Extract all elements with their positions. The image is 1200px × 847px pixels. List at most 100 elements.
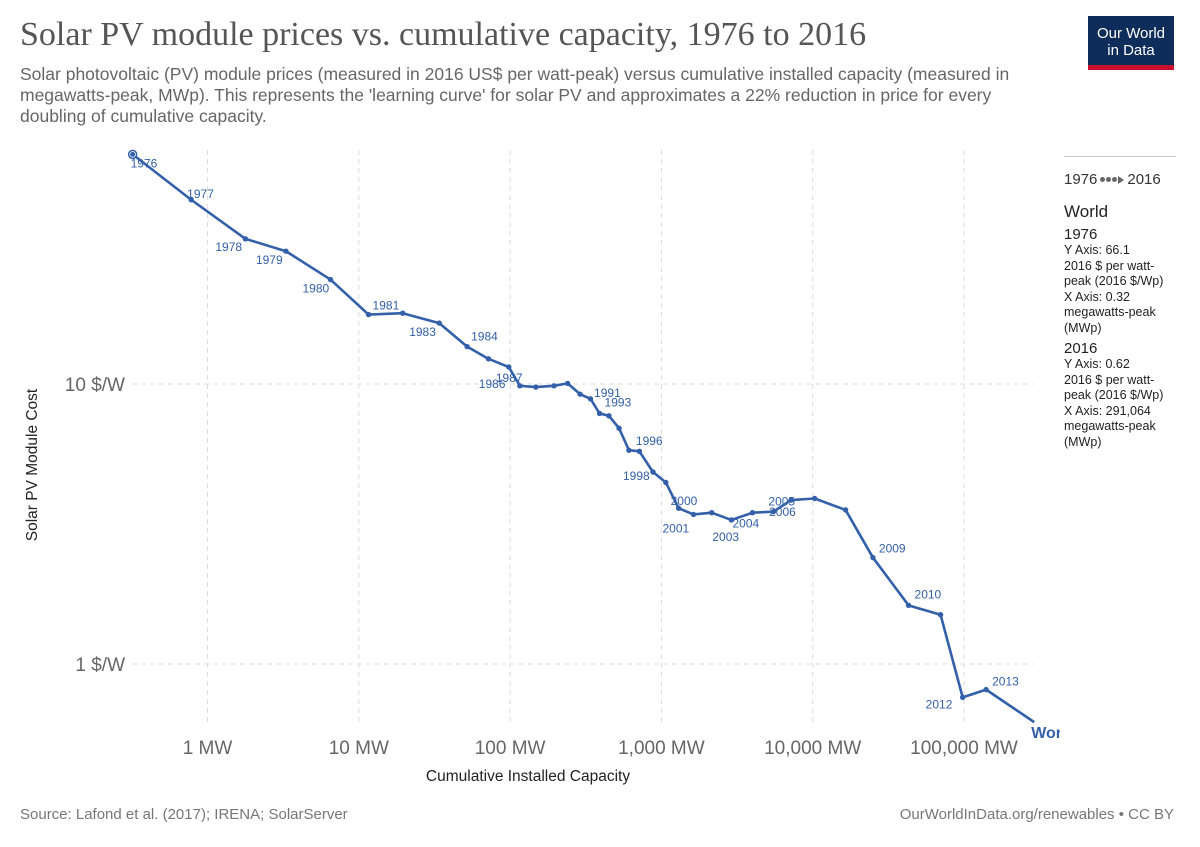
data-point-1995 — [616, 425, 622, 431]
point-label-1987: 1987 — [496, 371, 523, 385]
data-point-1979 — [283, 248, 289, 254]
point-label-1983: 1983 — [409, 325, 436, 339]
logo-line-1: Our World — [1096, 25, 1166, 42]
chart-subtitle: Solar photovoltaic (PV) module prices (m… — [20, 64, 1010, 126]
data-point-2000 — [675, 505, 682, 511]
point-label-1976: 1976 — [131, 156, 158, 170]
data-point-1993 — [596, 410, 603, 417]
data-point-1985 — [485, 356, 492, 362]
point-label-1977: 1977 — [187, 187, 214, 201]
legend-divider — [1064, 156, 1176, 157]
data-point-1996 — [626, 447, 632, 453]
data-point-1998 — [650, 469, 656, 475]
legend-panel: 1976 2016 World 1976 Y Axis: 66.1 2016 $… — [1064, 156, 1176, 450]
data-point-2004 — [749, 510, 756, 516]
data-point-1992 — [587, 396, 594, 402]
point-label-1998: 1998 — [623, 469, 650, 483]
point-label-2001: 2001 — [663, 521, 690, 535]
data-point-1977 — [188, 197, 194, 203]
data-point-1990 — [564, 380, 571, 387]
x-tick-label: 10,000 MW — [764, 738, 861, 759]
y-axis-label: Solar PV Module Cost — [24, 388, 41, 541]
point-label-1991: 1991 — [594, 386, 621, 400]
end-y-value: Y Axis: 0.62 — [1064, 357, 1130, 371]
range-arrow-icon — [1100, 175, 1125, 184]
point-label-1979: 1979 — [256, 253, 283, 267]
data-point-1987 — [517, 383, 523, 389]
x-axis-label: Cumulative Installed Capacity — [426, 768, 630, 785]
point-label-2005: 2005 — [768, 495, 795, 509]
data-point-2006 — [788, 497, 794, 503]
point-label-1980: 1980 — [302, 282, 329, 296]
data-point-1997 — [636, 448, 643, 454]
tick-layer: 1 MW 10 MW 100 MW 1,000 MW 10,000 MW 100,000 … — [65, 375, 1018, 759]
point-label-2010: 2010 — [915, 587, 942, 601]
data-point-1981 — [365, 311, 372, 318]
chart-title: Solar PV module prices vs. cumulative ca… — [20, 16, 867, 53]
data-point-1976 — [130, 151, 136, 157]
start-x-value: X Axis: 0.32 — [1064, 289, 1131, 304]
x-tick-label: 10 MW — [329, 738, 389, 759]
timeline-range[interactable]: 1976 2016 — [1064, 171, 1176, 188]
end-y-unit: 2016 $ per watt-peak (2016 $/Wp) — [1064, 372, 1164, 403]
end-x-value: X Axis: 291,064 — [1064, 403, 1151, 418]
y-tick-label: 10 $/W — [65, 375, 125, 396]
series-end-label: World — [1031, 725, 1060, 742]
credit-link[interactable]: OurWorldInData.org/renewables • CC BY — [899, 806, 1174, 823]
data-point-1982 — [399, 310, 406, 316]
data-point-1980 — [327, 276, 334, 283]
point-label-2009: 2009 — [879, 542, 906, 556]
point-label-2006: 2006 — [769, 505, 796, 519]
start-year: 1976 — [1064, 226, 1098, 243]
data-point-1978 — [242, 236, 249, 242]
point-label-2004: 2004 — [732, 517, 759, 531]
point-label-1978: 1978 — [215, 240, 242, 254]
data-point-2013 — [983, 686, 989, 693]
x-tick-label: 1 MW — [183, 738, 233, 759]
point-label-1996: 1996 — [636, 434, 663, 448]
data-point-1991 — [577, 391, 583, 397]
point-label-2012: 2012 — [926, 697, 953, 711]
chart-plot: 1 MW 10 MW 100 MW 1,000 MW 10,000 MW 100,000 … — [24, 149, 1060, 785]
data-point-1999 — [663, 479, 669, 486]
data-point-2001 — [690, 511, 697, 518]
point-label-1986: 1986 — [479, 377, 506, 391]
point-label-1993: 1993 — [605, 395, 632, 409]
series-line-world — [131, 153, 1035, 724]
data-point-2002 — [708, 510, 715, 516]
end-year: 2016 — [1064, 340, 1098, 357]
x-tick-label: 100,000 MW — [910, 738, 1018, 759]
data-point-2003 — [728, 517, 735, 523]
point-label-2003: 2003 — [712, 530, 739, 544]
grid-layer — [132, 150, 1033, 725]
data-point-1984 — [464, 343, 470, 350]
range-end: 2016 — [1127, 171, 1161, 188]
series-layer: 1976 1977 1978 1979 1980 1981 1983 1984 19861987… — [127, 149, 1060, 742]
data-point-2012 — [959, 694, 966, 701]
owid-logo[interactable]: Our World in Data — [1088, 16, 1174, 70]
data-point-2005 — [770, 508, 777, 515]
point-label-1984: 1984 — [471, 330, 498, 344]
entity-name: World — [1064, 202, 1109, 221]
logo-line-2: in Data — [1107, 42, 1155, 59]
data-point-2009 — [870, 554, 876, 561]
data-point-2010 — [905, 602, 912, 609]
data-point-2011 — [937, 611, 944, 618]
end-x-unit: megawatts-peak (MWp) — [1064, 419, 1156, 449]
data-point-1994 — [606, 413, 612, 419]
x-tick-label: 100 MW — [475, 738, 546, 759]
start-x-unit: megawatts-peak (MWp) — [1064, 305, 1156, 335]
y-tick-label: 1 $/W — [75, 655, 125, 676]
range-start: 1976 — [1064, 171, 1098, 188]
x-tick-label: 1,000 MW — [618, 738, 705, 759]
data-point-1986 — [506, 364, 512, 370]
start-y-value: Y Axis: 66.1 — [1064, 243, 1130, 257]
data-point-2007 — [811, 495, 818, 502]
data-point-1988 — [533, 384, 539, 390]
source-note[interactable]: Source: Lafond et al. (2017); IRENA; Sol… — [20, 806, 348, 823]
data-point-1989 — [551, 383, 557, 389]
point-label-1981: 1981 — [373, 299, 400, 313]
point-label-2000: 2000 — [671, 494, 698, 508]
start-y-unit: 2016 $ per watt-peak (2016 $/Wp) — [1064, 258, 1164, 289]
point-label-2013: 2013 — [992, 675, 1019, 689]
